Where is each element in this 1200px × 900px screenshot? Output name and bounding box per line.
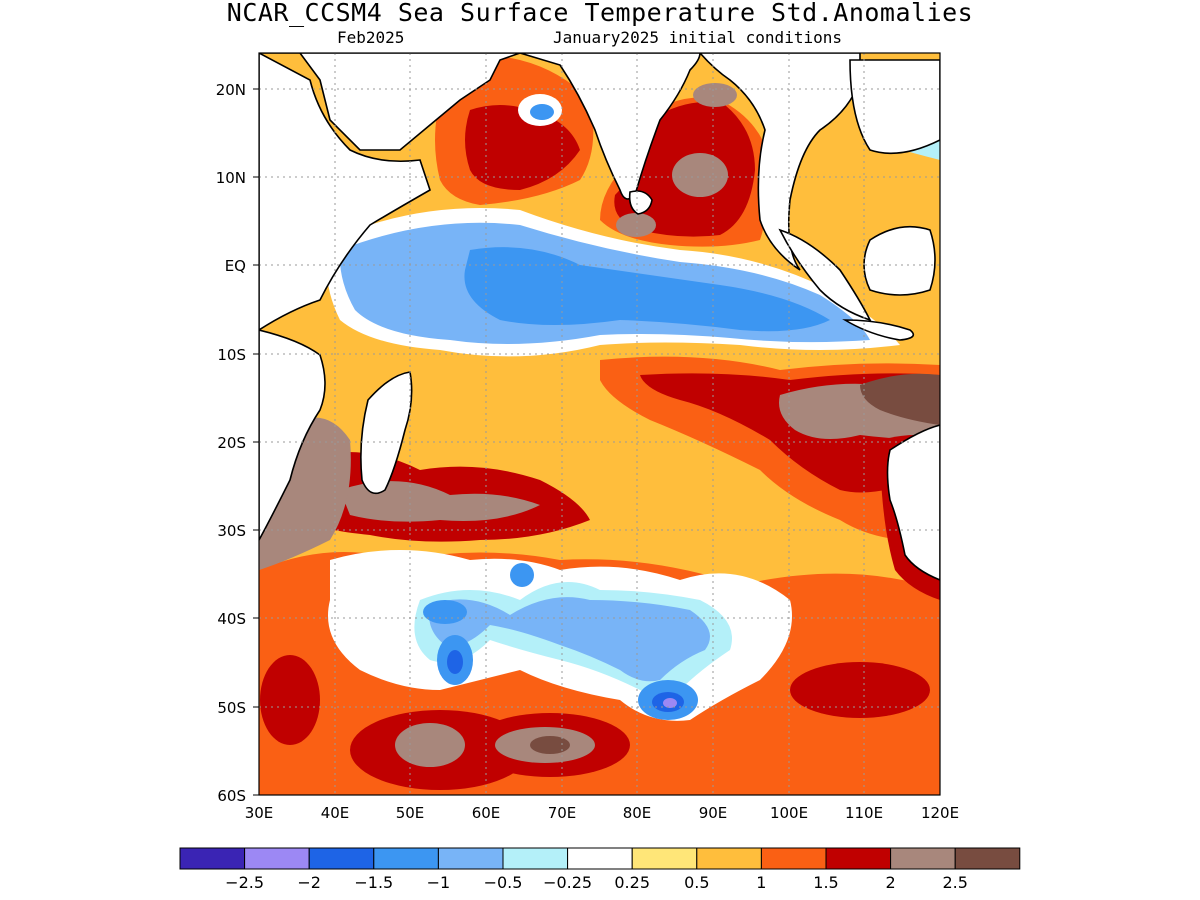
colorbar-swatch bbox=[308, 847, 375, 870]
land-madagascar bbox=[360, 371, 413, 495]
extreme-core-se-trop bbox=[860, 373, 940, 425]
lat-tick: 40S bbox=[217, 610, 246, 628]
lon-tick: 100E bbox=[770, 804, 808, 822]
lat-tick: 30S bbox=[217, 522, 246, 540]
land-australia bbox=[886, 424, 940, 581]
strong-core-lanka bbox=[616, 213, 656, 237]
lon-tick: 90E bbox=[699, 804, 728, 822]
tick-marks bbox=[253, 88, 259, 796]
land-sumatra bbox=[778, 228, 872, 322]
strong-core-sw bbox=[395, 723, 465, 767]
colorbar-swatch bbox=[437, 847, 504, 870]
colorbar-swatch bbox=[890, 847, 956, 870]
strong-core-north-bengal bbox=[693, 83, 737, 107]
colorbar-swatch bbox=[502, 847, 569, 870]
colorbar-swatch bbox=[244, 847, 310, 870]
colorbar-label: −1 bbox=[426, 873, 451, 892]
lon-tick: 110E bbox=[845, 804, 883, 822]
initial-conditions: January2025 initial conditions bbox=[553, 28, 842, 47]
land-arabia bbox=[259, 53, 521, 151]
colorbar-swatch bbox=[373, 847, 439, 870]
lon-tick: 50E bbox=[396, 804, 425, 822]
lon-tick: 30E bbox=[245, 804, 274, 822]
lat-tick: 20S bbox=[217, 434, 246, 452]
lon-tick: 80E bbox=[623, 804, 652, 822]
colorbar-label: −1.5 bbox=[354, 873, 394, 892]
colorbar-label: 0.25 bbox=[614, 873, 650, 892]
lat-labels: 20N 10N EQ 10S 20S 30S 40S 50S 60S bbox=[216, 81, 246, 805]
colorbar-label: 1 bbox=[756, 873, 767, 892]
colorbar-label: 0.5 bbox=[684, 873, 710, 892]
colorbar-label: −2 bbox=[297, 873, 321, 892]
lon-labels: 30E 40E 50E 60E 70E 80E 90E 100E 110E 12… bbox=[245, 804, 959, 822]
colorbar-label: −2.5 bbox=[225, 873, 265, 892]
lat-tick: EQ bbox=[225, 257, 246, 275]
cool-core-s1-inner bbox=[447, 650, 463, 674]
strong-belt-sw bbox=[340, 481, 540, 522]
colorbar-swatch bbox=[631, 847, 698, 870]
graticule bbox=[259, 53, 940, 795]
lat-tick: 10S bbox=[217, 346, 246, 364]
colorbar-swatch bbox=[696, 847, 762, 870]
anomaly-field bbox=[259, 53, 940, 795]
lon-tick: 40E bbox=[321, 804, 350, 822]
colorbar-swatch bbox=[179, 847, 246, 870]
land-sri-lanka bbox=[628, 190, 653, 215]
colorbar-swatch bbox=[825, 847, 892, 870]
colorbar-swatch bbox=[567, 847, 633, 870]
warm-core-w bbox=[260, 655, 320, 745]
colorbar bbox=[179, 847, 1021, 870]
lat-tick: 50S bbox=[217, 699, 246, 717]
land-indochina bbox=[849, 59, 940, 155]
map-frame bbox=[258, 52, 941, 796]
land-africa-horn bbox=[259, 53, 431, 331]
lat-tick: 60S bbox=[217, 787, 246, 805]
lon-tick: 70E bbox=[548, 804, 577, 822]
colorbar-swatch bbox=[954, 847, 1021, 870]
warm-core-se bbox=[790, 662, 930, 718]
colorbar-label: 2 bbox=[885, 873, 896, 892]
cool-core-s3 bbox=[510, 563, 534, 587]
land-africa-east bbox=[259, 329, 326, 541]
colorbar-label: 2.5 bbox=[942, 873, 968, 892]
lon-tick: 60E bbox=[472, 804, 501, 822]
forecast-month: Feb2025 bbox=[337, 28, 405, 47]
colorbar-swatch bbox=[760, 847, 827, 870]
strong-core-bengal bbox=[672, 153, 728, 197]
strong-mozambique bbox=[259, 417, 351, 570]
cool-core-s2 bbox=[423, 600, 467, 624]
land-myanmar-thailand bbox=[698, 53, 861, 271]
cool-arabian bbox=[530, 104, 554, 120]
lat-tick: 10N bbox=[216, 169, 246, 187]
land-java bbox=[842, 319, 915, 341]
colorbar-label: −0.25 bbox=[543, 873, 593, 892]
lat-tick: 20N bbox=[216, 81, 246, 99]
land-borneo bbox=[863, 225, 936, 296]
colorbar-label: −0.5 bbox=[483, 873, 523, 892]
cool-equatorial-core bbox=[464, 247, 830, 332]
warm-core-arabian bbox=[465, 105, 580, 190]
extreme-core-s bbox=[530, 736, 570, 754]
map-title: NCAR_CCSM4 Sea Surface Temperature Std.A… bbox=[226, 0, 974, 27]
lon-tick: 120E bbox=[921, 804, 959, 822]
cool-core-s4-center bbox=[663, 698, 677, 708]
colorbar-label: 1.5 bbox=[813, 873, 839, 892]
